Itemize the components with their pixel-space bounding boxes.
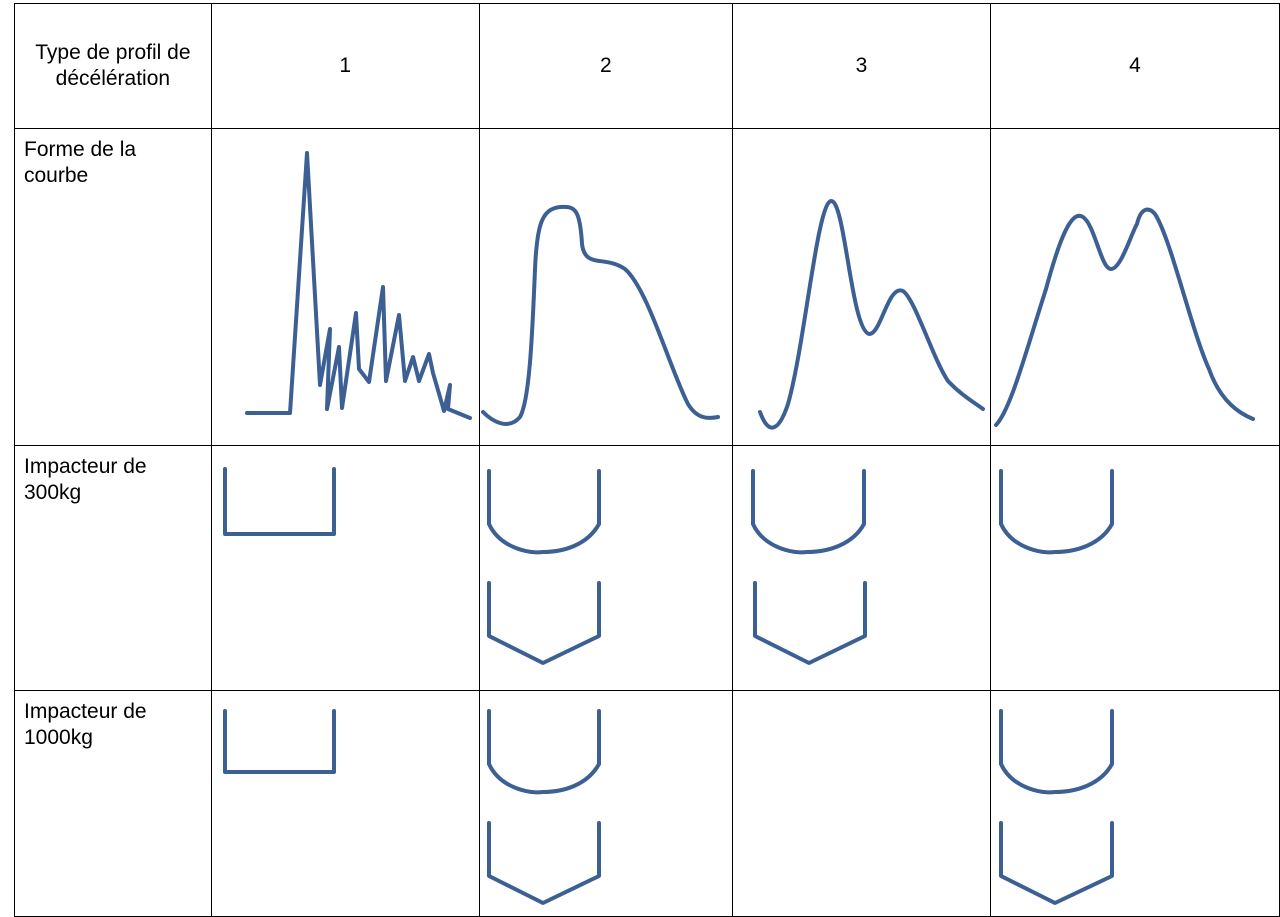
impactor-300kg-cell-3 [731,445,991,691]
pointed-bottom-impactor-icon [752,581,867,665]
impactor-1000kg-label-cell: Impacteur de 1000kg [14,690,212,917]
curve-cell-4 [989,128,1280,446]
column-header-1: 1 [210,3,480,129]
impactor-1000kg-cell-1 [210,690,480,917]
impactor-1000kg-label: Impacteur de 1000kg [24,700,147,749]
spiky-curve-icon [244,151,472,420]
rounded-bottom-impactor-icon [998,469,1114,555]
double-peak-curve-icon [757,198,985,430]
column-header-3: 3 [731,3,991,129]
header-row: Type de profil de décélération 1 2 3 4 [14,3,1280,129]
header-label: Type de profil de décélération [14,3,212,129]
flat-bottom-impactor-icon [222,709,336,774]
curve-shape-row: Forme de la courbe [14,128,1280,446]
pointed-bottom-impactor-icon [486,581,601,665]
column-header-4: 4 [989,3,1280,129]
rounded-bottom-impactor-icon [998,709,1114,795]
impactor-1000kg-cell-3 [731,690,991,917]
curve-cell-2 [478,128,733,446]
impactor-1000kg-cell-2 [478,690,733,917]
plateau-curve-icon [480,204,720,426]
impactor-300kg-label: Impacteur de 300kg [24,455,147,504]
rounded-bottom-impactor-icon [486,469,601,555]
impactor-300kg-cell-1 [210,445,480,691]
curve-cell-1 [210,128,480,446]
impactor-1000kg-row: Impacteur de 1000kg [14,690,1280,917]
column-header-2: 2 [478,3,733,129]
curve-shape-label-cell: Forme de la courbe [14,128,212,446]
curve-cell-3 [731,128,991,446]
curve-shape-label: Forme de la courbe [24,138,137,187]
deceleration-profile-table: Type de profil de décélération 1 2 3 4 F… [14,3,1280,917]
flat-bottom-impactor-icon [222,467,336,536]
impactor-1000kg-cell-4 [989,690,1280,917]
rounded-bottom-impactor-icon [486,709,601,795]
twin-peak-curve-icon [993,207,1255,427]
impactor-300kg-cell-2 [478,445,733,691]
impactor-300kg-cell-4 [989,445,1280,691]
impactor-300kg-label-cell: Impacteur de 300kg [14,445,212,691]
rounded-bottom-impactor-icon [750,469,866,555]
pointed-bottom-impactor-icon [486,821,601,905]
pointed-bottom-impactor-icon [998,821,1114,905]
impactor-300kg-row: Impacteur de 300kg [14,445,1280,691]
